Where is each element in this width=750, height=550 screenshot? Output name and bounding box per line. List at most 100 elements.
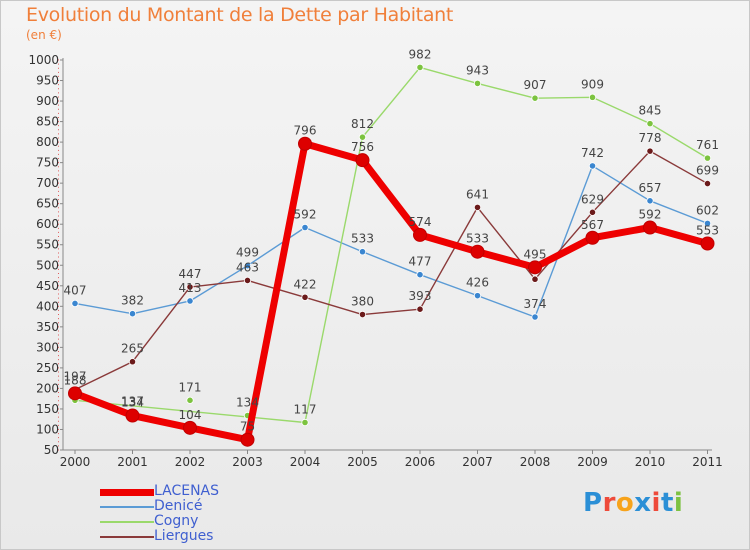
x-tick-label: 2011 [692,455,723,469]
data-label: 796 [294,124,317,138]
chart-title: Evolution du Montant de la Dette par Hab… [26,4,454,26]
data-point [416,305,424,313]
data-label: 382 [121,294,144,308]
data-label: 495 [524,247,547,261]
x-tick-label: 2008 [520,455,551,469]
legend-swatch [100,488,154,496]
data-point [358,248,367,256]
legend-label: Cogny [154,513,199,529]
data-label: 845 [639,104,662,118]
data-point [298,136,312,151]
data-point [585,230,600,245]
data-label: 407 [64,283,87,297]
series-line [74,150,709,391]
x-tick-label: 2009 [577,455,608,469]
y-tick-label: 100 [36,422,59,436]
data-point [473,203,482,211]
y-tick-label: 50 [44,443,59,457]
data-point [470,244,485,259]
data-point [301,223,309,232]
legend-label: Denicé [154,498,203,514]
data-point [243,262,252,270]
y-tick-label: 300 [36,340,59,354]
y-tick-label: 750 [36,156,59,170]
data-label: 742 [581,146,604,160]
logo-letter: i [651,488,661,518]
data-label: 197 [64,370,87,384]
data-label: 907 [524,78,547,92]
data-label: 134 [121,396,144,410]
data-point [416,271,424,279]
data-point [531,94,539,102]
data-labels: 4073824134995925334774263747426576021371… [64,47,719,433]
data-label: 533 [351,232,374,246]
logo-letter: i [673,488,684,518]
data-point [243,276,252,285]
data-point [703,219,712,227]
data-label: 574 [409,215,432,229]
data-label: 909 [581,77,604,91]
data-label: 592 [294,207,317,221]
logo-letter: r [602,488,616,518]
data-point [413,227,427,242]
y-tick-label: 150 [36,402,59,416]
data-point [128,358,137,366]
logo-letter: t [660,488,674,518]
y-tick-label: 500 [36,258,59,272]
series-line [71,140,711,444]
data-point [301,418,309,427]
data-point [703,179,712,188]
y-tick-label: 550 [36,238,59,252]
y-tick-label: 200 [36,381,59,395]
legend-swatch [100,536,154,538]
data-point [700,236,715,251]
x-tick-label: 2007 [462,455,493,469]
logo-letter: P [583,488,603,518]
series-liergues [71,147,712,394]
data-point [183,420,197,435]
y-tick-label: 800 [36,135,59,149]
data-point [588,162,597,170]
data-label: 477 [409,255,432,269]
chart-unit: (en €) [26,28,62,42]
data-label: 533 [466,232,489,246]
x-tick-label: 2003 [232,455,263,469]
data-label: 602 [696,203,719,217]
y-tick-label: 250 [36,361,59,375]
legend-label: LACENAS [154,483,220,499]
data-label: 380 [351,295,374,309]
data-label: 374 [524,297,547,311]
data-point [301,293,309,301]
x-tick-label: 2005 [347,455,378,469]
data-label: 75 [240,420,255,434]
data-label: 422 [294,277,317,291]
series-layer [68,63,715,447]
data-point [355,153,370,168]
data-label: 943 [466,63,489,77]
y-tick-label: 600 [36,217,59,231]
data-point [643,220,657,235]
y-tick-label: 900 [36,94,59,108]
data-label: 567 [581,218,604,232]
data-label: 761 [696,138,719,152]
data-label: 982 [409,47,432,61]
x-tick-label: 2010 [635,455,666,469]
y-tick-label: 700 [36,176,59,190]
data-point [588,208,597,216]
x-tick-label: 2006 [405,455,436,469]
data-point [531,275,539,283]
y-tick-label: 650 [36,197,59,211]
y-tick-label: 1000 [28,53,59,67]
data-label: 657 [639,181,662,195]
logo-letter: x [634,488,652,518]
data-point [646,147,654,155]
legend-swatch [100,521,154,523]
data-label: 812 [351,117,374,131]
data-label: 447 [179,267,202,281]
data-label: 499 [236,246,259,260]
data-label: 426 [466,276,489,290]
data-point [531,313,539,321]
series-lacenas [68,136,715,447]
